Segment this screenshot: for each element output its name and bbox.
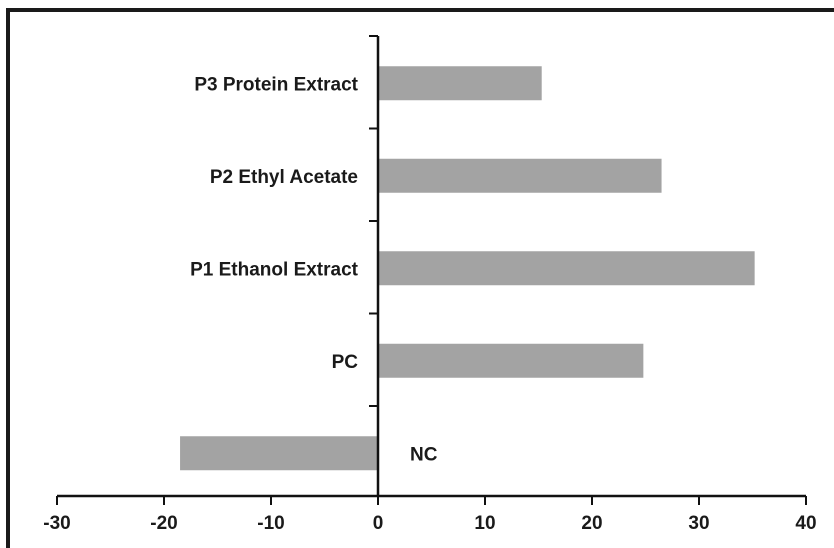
category-label-p3-protein-extract: P3 Protein Extract: [194, 74, 358, 95]
x-tick-label-0: 0: [373, 513, 384, 534]
bar-nc: [180, 436, 378, 471]
bar-p3-protein-extract: [378, 66, 542, 101]
bar-p1-ethanol-extract: [378, 251, 755, 286]
bar-p2-ethyl-acetate: [378, 158, 662, 193]
category-label-pc: PC: [332, 352, 359, 373]
x-tick-label-neg30: -30: [43, 513, 70, 534]
category-labels-group: P3 Protein Extract P2 Ethyl Acetate P1 Eth…: [190, 74, 438, 465]
x-tick-label-neg10: -10: [257, 513, 284, 534]
category-label-nc: NC: [410, 444, 438, 465]
category-label-p1-ethanol-extract: P1 Ethanol Extract: [190, 259, 359, 280]
x-tick-label-40: 40: [795, 513, 816, 534]
x-tick-label-neg20: -20: [150, 513, 177, 534]
axes-group: [57, 36, 806, 498]
x-tick-label-20: 20: [581, 513, 602, 534]
x-tick-label-10: 10: [474, 513, 495, 534]
category-label-p2-ethyl-acetate: P2 Ethyl Acetate: [210, 167, 358, 188]
ticks-group: -30 -20 -10 0 10 20 30 40: [43, 35, 817, 534]
bars-group: [180, 66, 755, 471]
bar-pc: [378, 343, 644, 378]
x-tick-label-30: 30: [688, 513, 709, 534]
